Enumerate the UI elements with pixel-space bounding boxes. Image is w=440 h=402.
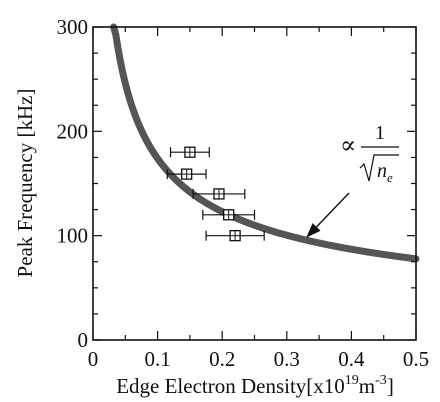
annotation-arrow-head: [306, 223, 321, 238]
axis-ticks: [92, 26, 417, 341]
fit-curve-layer: [110, 23, 420, 263]
data-point: [205, 230, 265, 242]
x-axis-title-exp1: 19: [345, 373, 359, 388]
x-tick-labels: 0 0.1 0.2 0.3 0.4 0.5: [88, 347, 429, 371]
annotation-subscript: e: [387, 170, 393, 185]
x-axis-title-main: Edge Electron Density[x10: [116, 374, 345, 398]
x-tick-label: 0.1: [144, 347, 170, 371]
y-axis-title: Peak Frequency [kHz]: [13, 89, 37, 278]
x-tick-label: 0.2: [209, 347, 235, 371]
annotation-radical-sign: [359, 154, 399, 182]
x-tick-label: 0.4: [338, 347, 365, 371]
x-tick-label: 0: [88, 347, 99, 371]
annotation-denominator: ne: [377, 160, 393, 185]
data-point: [202, 209, 256, 221]
fit-curve: [110, 23, 420, 263]
data-point: [192, 188, 246, 200]
plot-frame: [92, 26, 417, 341]
y-tick-label: 200: [57, 119, 89, 143]
y-tick-label: 300: [57, 15, 89, 39]
x-tick-label: 0.3: [274, 347, 300, 371]
data-point: [169, 146, 210, 158]
x-axis-title-unit: m: [359, 374, 375, 398]
x-axis-title: Edge Electron Density[x1019m-3]: [116, 373, 394, 398]
data-points-layer: [166, 146, 265, 242]
proportionality-annotation: ∝ 1 ne: [306, 122, 399, 238]
annotation-numerator: 1: [375, 122, 385, 144]
annotation-n: n: [377, 160, 387, 182]
x-axis-title-exp2: -3: [375, 373, 387, 388]
y-tick-label: 0: [78, 328, 89, 352]
proportional-symbol: ∝: [340, 133, 356, 159]
y-tick-label: 100: [57, 224, 89, 248]
x-tick-label: 0.5: [403, 347, 429, 371]
y-tick-labels: 0 100 200 300: [57, 15, 89, 352]
x-axis-title-close: ]: [387, 374, 394, 398]
data-point: [166, 168, 207, 180]
annotation-arrow-shaft: [316, 192, 350, 228]
